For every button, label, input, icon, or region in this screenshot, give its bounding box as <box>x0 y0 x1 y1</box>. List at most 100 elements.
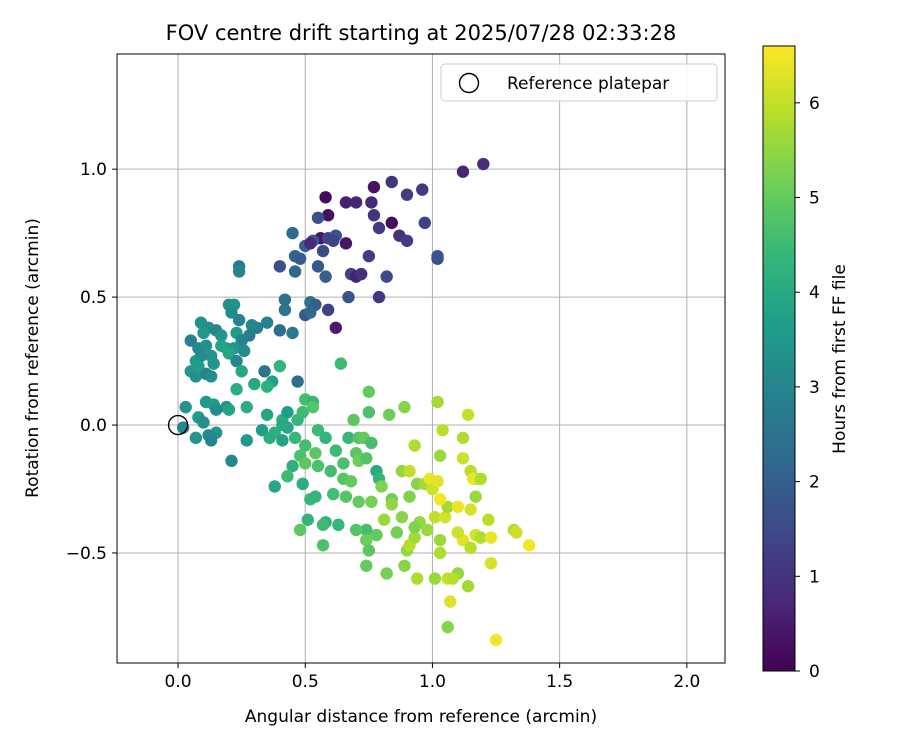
reference-platepar-marker <box>167 414 189 436</box>
scatter-point <box>268 480 281 493</box>
scatter-point <box>380 567 393 580</box>
scatter-point <box>372 290 386 304</box>
scatter-point <box>372 221 386 235</box>
scatter-point <box>408 521 421 534</box>
scatter-point <box>281 470 294 483</box>
scatter-point <box>431 395 444 409</box>
scatter-point <box>362 406 376 419</box>
scatter-point <box>352 495 365 508</box>
scatter-point <box>321 303 335 317</box>
scatter-point <box>189 370 203 383</box>
scatter-point <box>416 183 429 196</box>
scatter-point <box>319 431 332 445</box>
scatter-point <box>299 457 312 470</box>
scatter-point <box>339 490 353 503</box>
colorbar-tick-label: 2 <box>809 473 820 493</box>
scatter-point <box>418 216 432 230</box>
scatter-point <box>197 416 210 429</box>
scatter-point <box>260 316 274 329</box>
y-tick-label: 1.0 <box>80 160 107 180</box>
grid-lines <box>117 54 725 663</box>
scatter-point <box>400 188 414 201</box>
scatter-point <box>360 452 373 465</box>
scatter-point <box>230 354 243 368</box>
scatter-point <box>215 339 228 352</box>
scatter-point <box>444 595 457 608</box>
scatter-point <box>334 357 348 370</box>
scatter-point <box>342 290 355 304</box>
scatter-point <box>232 265 246 278</box>
y-axis-label: Rotation from reference (arcmin) <box>23 218 43 498</box>
scatter-point <box>474 531 487 544</box>
colorbar-ticks: 0 1 2 3 4 5 6 <box>795 94 820 682</box>
scatter-point <box>304 237 317 250</box>
scatter-point <box>441 500 454 514</box>
scatter-point <box>286 326 299 340</box>
scatter-point <box>337 457 350 470</box>
y-axis-ticks: −0.5 0.0 0.5 1.0 <box>66 160 117 564</box>
scatter-point <box>484 531 498 544</box>
scatter-point <box>431 249 444 263</box>
scatter-point <box>210 403 223 416</box>
x-tick-label: 2.0 <box>673 672 700 692</box>
scatter-point <box>311 260 325 273</box>
x-tick-label: 1.5 <box>546 672 573 692</box>
scatter-point <box>367 209 381 222</box>
scatter-point <box>179 400 192 414</box>
scatter-point <box>327 487 340 501</box>
scatter-point <box>349 523 363 537</box>
scatter-point <box>360 523 373 537</box>
scatter-point <box>456 452 470 465</box>
legend-box <box>440 63 718 102</box>
scatter-point <box>377 513 391 526</box>
scatter-point <box>456 165 470 178</box>
data-points <box>176 157 536 647</box>
scatter-point <box>362 544 376 557</box>
scatter-point <box>329 444 342 457</box>
scatter-point <box>306 400 320 414</box>
scatter-point <box>311 459 325 473</box>
scatter-point <box>286 459 299 473</box>
scatter-point <box>390 526 404 539</box>
scatter-point <box>276 418 289 432</box>
scatter-point <box>263 431 276 445</box>
legend-marker-reference-platepar <box>458 72 480 94</box>
colorbar-tick-label: 4 <box>809 283 820 303</box>
scatter-point <box>365 196 378 209</box>
scatter-point <box>240 400 253 414</box>
scatter-point <box>316 244 330 258</box>
scatter-point <box>319 270 332 283</box>
scatter-point <box>222 347 236 360</box>
scatter-point <box>367 180 381 194</box>
scatter-point <box>428 572 442 585</box>
scatter-point <box>365 436 378 450</box>
scatter-point <box>370 528 383 542</box>
scatter-point <box>184 334 197 347</box>
scatter-point <box>365 495 378 508</box>
scatter-point <box>258 365 271 378</box>
scatter-point <box>245 319 259 332</box>
scatter-point <box>207 357 220 370</box>
scatter-point <box>293 523 307 537</box>
colorbar-tick-label: 3 <box>809 378 820 398</box>
scatter-point <box>339 237 353 250</box>
scatter-point <box>293 252 307 265</box>
scatter-point <box>362 385 376 398</box>
scatter-point <box>309 446 322 460</box>
scatter-point <box>225 306 238 319</box>
scatter-point <box>273 359 287 373</box>
scatter-point <box>189 431 203 445</box>
colorbar-tick-label: 0 <box>809 662 820 682</box>
scatter-point <box>403 464 416 478</box>
scatter-point <box>456 431 470 445</box>
scatter-point <box>291 375 304 388</box>
scatter-point <box>342 431 355 445</box>
scatter-point <box>311 211 325 224</box>
x-axis-ticks: 0.0 0.5 1.0 1.5 2.0 <box>165 663 700 692</box>
scatter-point <box>243 329 256 342</box>
plot-frame <box>116 53 726 664</box>
x-tick-label: 0.0 <box>165 672 192 692</box>
scatter-point <box>232 313 246 327</box>
scatter-point <box>362 249 376 263</box>
